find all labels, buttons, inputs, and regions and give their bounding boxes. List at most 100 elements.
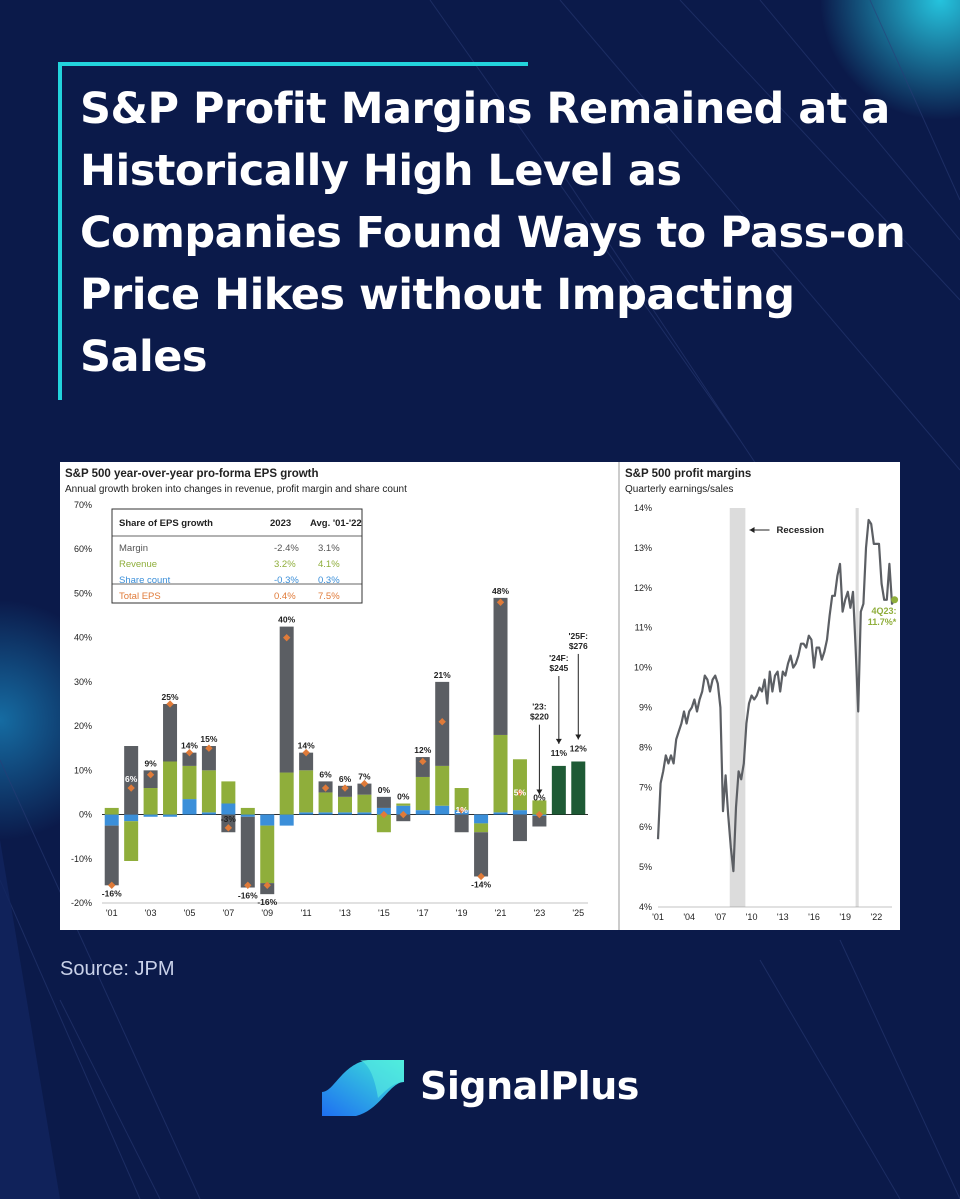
background-line	[429, 0, 741, 441]
bar-value-label: 14%	[298, 741, 315, 751]
x-tick-label: '16	[808, 912, 820, 922]
share-count-bar	[104, 814, 119, 826]
y-tick-label: -20%	[71, 898, 92, 908]
recession-label: Recession	[777, 525, 825, 536]
forecast-bar	[571, 761, 586, 815]
share-count-bar	[163, 814, 178, 817]
bar-value-label: 12%	[570, 743, 587, 753]
share-count-bar	[260, 814, 275, 826]
share-count-bar	[474, 814, 489, 824]
y-tick-label: 40%	[74, 633, 92, 643]
y-tick-label: 14%	[634, 503, 652, 513]
forecast-arrow-head	[575, 734, 582, 740]
bar-value-label: 1%	[455, 805, 468, 815]
share-count-bar	[318, 812, 333, 815]
revenue-bar	[299, 770, 314, 813]
chart-title: S&P 500 year-over-year pro-forma EPS gro…	[65, 468, 319, 480]
background-shard	[0, 840, 60, 1199]
recession-arrow-head	[749, 527, 755, 533]
y-tick-label: -10%	[71, 854, 92, 864]
share-count-bar	[338, 812, 352, 815]
y-tick-label: 6%	[639, 822, 652, 832]
x-tick-label: '09	[261, 908, 273, 918]
total-eps-marker	[438, 718, 446, 726]
background-line	[869, 0, 960, 201]
table-cell: -0.3%	[274, 575, 299, 586]
table-cell: -2.4%	[274, 543, 299, 554]
revenue-bar	[415, 776, 430, 811]
y-tick-label: 10%	[74, 765, 92, 775]
forecast-annotation: '25F:	[569, 631, 589, 641]
latest-label: 11.7%*	[868, 617, 897, 627]
table-cell: 7.5%	[318, 591, 340, 602]
bar-value-label: 0%	[397, 792, 410, 802]
accent-bar-top	[58, 62, 528, 66]
table-header-cell: Share of EPS growth	[119, 518, 213, 529]
x-tick-label: '04	[683, 912, 695, 922]
x-tick-label: '17	[417, 908, 429, 918]
share-count-bar	[201, 812, 216, 815]
forecast-annotation-value: $220	[530, 712, 549, 722]
margin-bar	[299, 752, 314, 771]
table-cell: 3.2%	[274, 559, 296, 570]
bar-value-label: 6%	[339, 774, 352, 784]
headline: S&P Profit Margins Remained at a Histori…	[80, 84, 906, 382]
margin-bar	[124, 746, 139, 815]
table-row-label: Share count	[119, 575, 171, 586]
margin-bar	[163, 704, 178, 762]
share-count-bar	[182, 799, 197, 815]
background-line	[59, 999, 161, 1199]
bar-value-label: 9%	[144, 758, 157, 768]
eps-growth-chart: S&P 500 year-over-year pro-forma EPS gro…	[65, 462, 620, 930]
margin-bar	[357, 783, 372, 795]
profit-margin-chart: S&P 500 profit margins Quarterly earnings…	[625, 468, 899, 922]
margin-bar	[240, 816, 255, 888]
share-count-bar	[221, 803, 236, 815]
table-row-label: Total EPS	[119, 591, 161, 602]
x-tick-label: '07	[222, 908, 234, 918]
table-header-cell: 2023	[270, 518, 291, 529]
background-line	[0, 879, 141, 1199]
y-tick-label: 70%	[74, 500, 92, 510]
y-tick-label: 5%	[639, 862, 652, 872]
bar-value-label: 14%	[181, 741, 198, 751]
forecast-annotation-value: $276	[569, 641, 588, 651]
x-tick-label: '10	[746, 912, 758, 922]
y-tick-label: 20%	[74, 721, 92, 731]
revenue-bar	[104, 807, 119, 815]
total-eps-marker	[516, 788, 524, 797]
inset-table	[111, 508, 363, 604]
total-eps-marker	[399, 810, 407, 819]
accent-bar-left	[58, 62, 62, 400]
brand: SignalPlus	[320, 1052, 650, 1122]
x-tick-label: '21	[495, 908, 507, 918]
bar-value-label: -14%	[471, 879, 491, 889]
revenue-bar	[163, 761, 178, 815]
x-tick-label: '07	[715, 912, 727, 922]
table-row-label: Revenue	[119, 559, 157, 570]
share-count-bar	[396, 805, 411, 815]
y-tick-label: 9%	[639, 703, 652, 713]
revenue-bar	[357, 794, 372, 813]
revenue-bar	[318, 792, 333, 813]
chart-title: S&P 500 profit margins	[625, 468, 751, 480]
share-count-bar	[143, 814, 158, 817]
total-eps-marker	[477, 872, 485, 881]
share-count-bar	[240, 814, 255, 817]
x-tick-label: '25	[572, 908, 584, 918]
brand-name: SignalPlus	[420, 1064, 639, 1108]
revenue-bar	[143, 788, 158, 815]
forecast-arrow-head	[555, 738, 562, 744]
margin-bar	[512, 814, 527, 842]
y-tick-label: 50%	[74, 588, 92, 598]
source-note: Source: JPM	[60, 958, 175, 980]
x-tick-label: '03	[145, 908, 157, 918]
forecast-annotation: '23:	[532, 702, 546, 712]
latest-point	[891, 596, 899, 604]
table-cell: 0.3%	[318, 575, 340, 586]
total-eps-marker	[224, 824, 233, 832]
revenue-bar	[493, 734, 508, 813]
revenue-bar	[240, 807, 255, 815]
bar-value-label: 21%	[434, 670, 451, 680]
chart-subtitle: Annual growth broken into changes in rev…	[65, 484, 407, 495]
